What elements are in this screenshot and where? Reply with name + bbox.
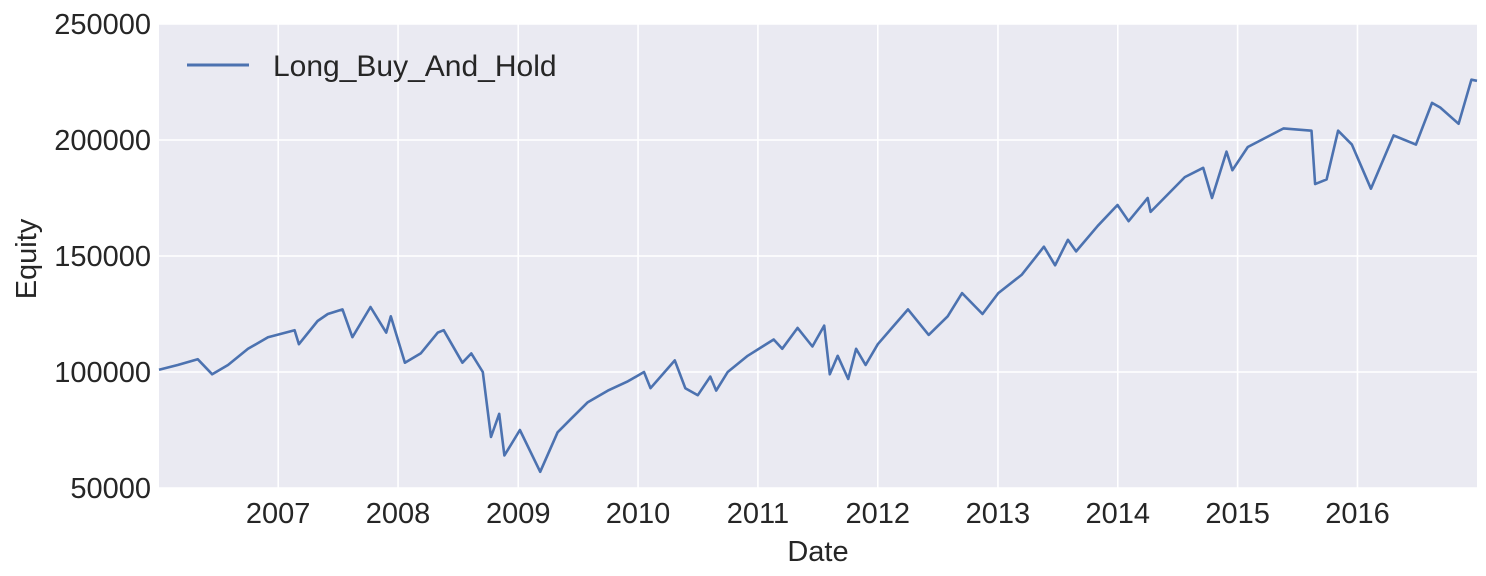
x-tick-label: 2013 (966, 498, 1031, 530)
x-tick-label: 2009 (486, 498, 551, 530)
y-tick-label: 200000 (54, 125, 151, 157)
y-axis-ticks: 50000 100000 150000 200000 250000 (54, 9, 151, 505)
x-tick-label: 2007 (246, 498, 311, 530)
legend: Long_Buy_And_Hold (187, 50, 557, 83)
x-tick-label: 2014 (1086, 498, 1151, 530)
legend-label: Long_Buy_And_Hold (273, 50, 557, 83)
series-line-long-buy-and-hold (158, 78, 1478, 474)
x-tick-label: 2016 (1325, 498, 1390, 530)
y-axis-title: Equity (11, 218, 43, 299)
x-tick-label: 2010 (606, 498, 671, 530)
x-axis-ticks: 2007 2008 2009 2010 2011 2012 2013 2014 2015 2016 (246, 498, 1390, 530)
x-tick-label: 2012 (846, 498, 911, 530)
y-tick-label: 150000 (54, 241, 151, 273)
x-tick-label: 2011 (727, 498, 789, 530)
series-group (158, 78, 1478, 474)
x-axis-title: Date (787, 536, 848, 568)
x-tick-label: 2015 (1205, 498, 1270, 530)
y-tick-label: 50000 (70, 473, 151, 505)
y-tick-label: 100000 (54, 357, 151, 389)
x-tick-label: 2008 (366, 498, 431, 530)
gridlines (159, 23, 1477, 489)
y-tick-label: 250000 (54, 9, 151, 41)
